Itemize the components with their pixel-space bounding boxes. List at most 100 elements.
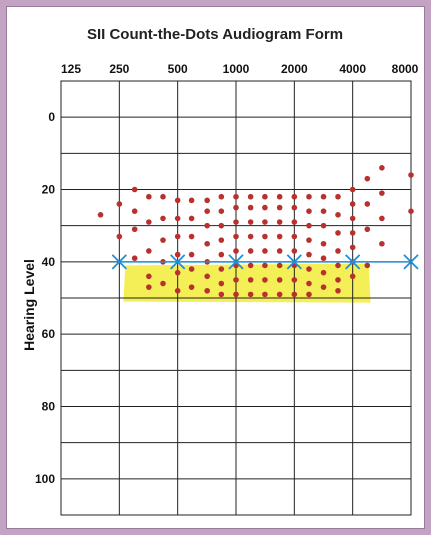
- audibility-dot: [188, 215, 195, 222]
- audibility-dot: [379, 240, 385, 247]
- audibility-dot: [204, 273, 210, 280]
- audibility-dot: [174, 287, 181, 294]
- audibility-dot: [160, 237, 166, 243]
- threshold-marker: [403, 254, 419, 270]
- audibility-dot: [408, 208, 414, 214]
- audibility-dot: [320, 208, 327, 214]
- audibility-dot: [233, 277, 239, 283]
- audibility-dot: [146, 284, 152, 290]
- audibility-dot: [131, 226, 138, 233]
- audibility-dot: [174, 233, 181, 240]
- audibility-dot: [160, 215, 166, 222]
- audibility-dot: [262, 204, 268, 211]
- audibility-dot: [276, 277, 283, 283]
- audibility-dot: [320, 269, 327, 276]
- audibility-dot: [218, 291, 225, 298]
- audibility-dot: [276, 262, 283, 269]
- audibility-dot: [349, 201, 356, 207]
- audibility-dot: [233, 219, 239, 225]
- y-tick-label: 20: [42, 183, 56, 197]
- audibility-dot: [291, 193, 298, 200]
- audibility-dot: [146, 273, 152, 280]
- audibility-dot: [306, 280, 312, 287]
- audibility-dot: [262, 219, 268, 225]
- audibility-dot: [291, 277, 298, 283]
- audibility-dot: [379, 190, 385, 196]
- x-tick-label: 500: [168, 62, 188, 76]
- threshold-marker: [111, 254, 127, 270]
- audibility-dot: [204, 287, 210, 294]
- audibility-dot: [364, 201, 371, 207]
- x-tick-label: 1000: [223, 62, 250, 76]
- audibility-dot: [379, 165, 385, 171]
- y-tick-label: 0: [48, 110, 55, 124]
- audibility-dot: [247, 291, 254, 298]
- audibility-dot: [335, 193, 341, 200]
- y-tick-label: 40: [42, 255, 56, 269]
- audibility-dot: [233, 204, 239, 211]
- audibility-dot: [247, 277, 254, 283]
- audibility-dot: [204, 222, 210, 229]
- chart-title: SII Count-the-Dots Audiogram Form: [87, 26, 343, 43]
- audibility-dot: [188, 197, 195, 204]
- audibility-dot: [204, 197, 210, 204]
- audibility-dot: [306, 266, 312, 272]
- y-tick-label: 60: [42, 327, 56, 341]
- audibility-dot: [320, 284, 327, 290]
- threshold-marker: [345, 254, 361, 270]
- audibility-dot: [146, 193, 152, 200]
- audibility-dot: [276, 219, 283, 225]
- audibility-dot: [233, 233, 239, 240]
- audibility-dot: [262, 277, 268, 283]
- audibility-dot: [116, 201, 123, 207]
- audibility-dot: [349, 244, 356, 251]
- audibility-dot: [262, 291, 268, 298]
- audibility-dot: [247, 248, 254, 254]
- audibility-dot: [218, 222, 225, 229]
- audibility-dot: [291, 219, 298, 225]
- audibility-dot: [262, 248, 268, 254]
- audibility-dot: [233, 248, 239, 254]
- threshold-marker: [286, 254, 302, 270]
- audibility-dot: [131, 186, 138, 193]
- audibility-dot: [204, 240, 210, 247]
- audibility-dot: [116, 233, 123, 240]
- audibility-dot: [276, 248, 283, 254]
- audibility-dot: [306, 237, 312, 243]
- audibility-dot: [146, 219, 152, 225]
- y-axis-label: Hearing Level: [21, 259, 37, 351]
- audibility-dot: [174, 269, 181, 276]
- x-tick-label: 125: [61, 62, 81, 76]
- audibility-dot: [218, 251, 225, 258]
- audibility-dot: [306, 251, 312, 258]
- audibility-dot: [262, 233, 268, 240]
- audibility-dot: [306, 208, 312, 214]
- audibility-dot: [218, 237, 225, 243]
- x-tick-label: 4000: [339, 62, 366, 76]
- audibility-dot: [276, 193, 283, 200]
- audibility-dot: [218, 193, 225, 200]
- audiogram-form: SII Count-the-Dots Audiogram Form Hearin…: [6, 6, 425, 529]
- audibility-dot: [276, 233, 283, 240]
- audibility-dot: [335, 230, 341, 236]
- audibility-dot: [146, 248, 152, 254]
- audibility-dot: [262, 262, 268, 269]
- audibility-dot: [291, 204, 298, 211]
- x-tick-label: 8000: [392, 62, 419, 76]
- audibility-dot: [291, 291, 298, 298]
- audibility-dot: [291, 233, 298, 240]
- audibility-dot: [335, 248, 341, 254]
- audibility-dot: [364, 226, 371, 233]
- audibility-dot: [247, 233, 254, 240]
- audibility-dot: [320, 255, 327, 262]
- audibility-dot: [291, 248, 298, 254]
- audibility-dot: [408, 172, 414, 178]
- audibility-dot: [131, 208, 138, 214]
- audibility-dot: [379, 215, 385, 222]
- y-tick-labels: 0 20 40 60 80 100: [35, 110, 55, 486]
- audibility-dot: [174, 197, 181, 204]
- x-tick-labels: 125 250 500 1000 2000 4000 8000: [61, 62, 419, 76]
- audibility-dot: [364, 175, 371, 182]
- audibility-dot: [349, 186, 356, 193]
- audibility-dot: [174, 251, 181, 258]
